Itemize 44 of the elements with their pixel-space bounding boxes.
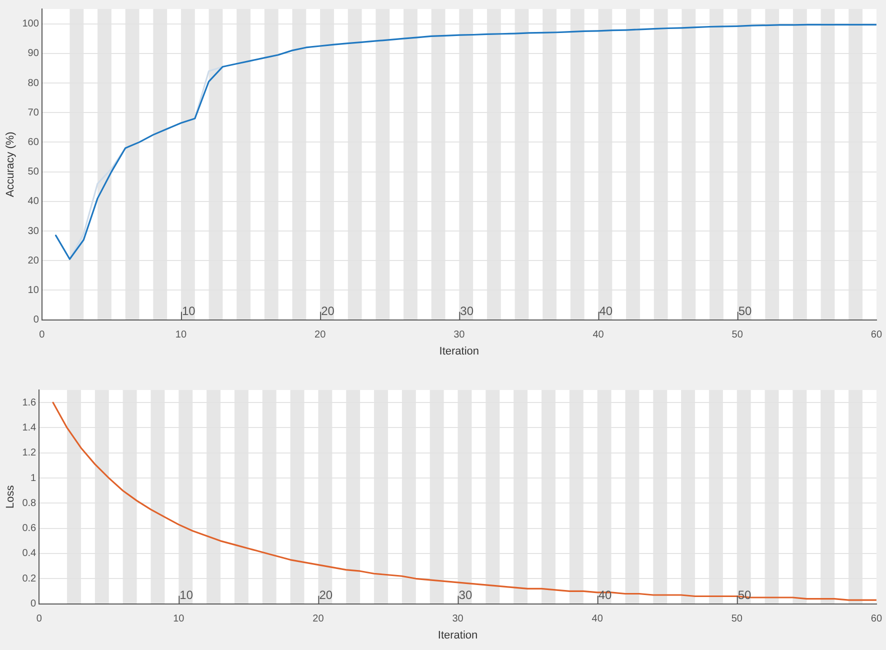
- y-tick-label: 20: [28, 255, 40, 266]
- y-tick-label: 90: [28, 48, 40, 60]
- y-tick-label: 0.4: [22, 548, 37, 560]
- x-tick-label: 50: [732, 330, 744, 341]
- x-tick-label: 10: [175, 330, 187, 341]
- x-tick-label: 60: [870, 614, 882, 625]
- y-tick-label: 1.6: [22, 397, 37, 408]
- y-tick-label: 0: [33, 314, 40, 326]
- x-tick-label: 40: [592, 614, 604, 625]
- y-tick-label: 0.2: [22, 573, 37, 584]
- x-tick-label: 30: [452, 614, 464, 625]
- annotation: 30: [458, 588, 472, 602]
- y-tick-label: 1: [30, 472, 37, 484]
- y-axis-title: Accuracy (%): [4, 132, 17, 198]
- annotation: 20: [321, 304, 335, 318]
- y-tick-label: 80: [28, 78, 40, 89]
- y-tick-label: 30: [28, 226, 40, 237]
- y-tick-label: 100: [22, 18, 40, 30]
- annotation: 10: [180, 588, 194, 602]
- y-tick-label: 0: [30, 598, 37, 610]
- y-tick-label: 0.6: [22, 523, 37, 534]
- y-tick-label: 60: [28, 136, 40, 148]
- annotation: 20: [319, 588, 333, 602]
- x-axis-title: Iteration: [438, 629, 478, 642]
- annotation: 30: [460, 304, 474, 318]
- y-tick-label: 70: [28, 107, 40, 118]
- annotation: 10: [182, 304, 196, 318]
- y-tick-label: 1.4: [22, 422, 37, 434]
- x-axis-title: Iteration: [439, 345, 480, 358]
- x-tick-label: 60: [870, 330, 882, 341]
- y-tick-label: 40: [28, 196, 40, 208]
- annotation: 50: [738, 304, 752, 318]
- y-tick-label: 50: [28, 166, 40, 178]
- x-tick-label: 50: [731, 614, 743, 625]
- x-tick-label: 10: [173, 614, 185, 625]
- x-tick-label: 30: [454, 330, 466, 341]
- x-tick-label: 20: [314, 330, 326, 341]
- y-axis-title: Loss: [4, 484, 17, 509]
- y-tick-label: 10: [28, 284, 40, 296]
- x-tick-label: 40: [592, 330, 604, 341]
- annotation: 40: [599, 304, 613, 318]
- x-tick-label: 20: [312, 614, 324, 625]
- y-tick-label: 1.2: [22, 448, 37, 459]
- y-tick-label: 0.8: [22, 498, 37, 509]
